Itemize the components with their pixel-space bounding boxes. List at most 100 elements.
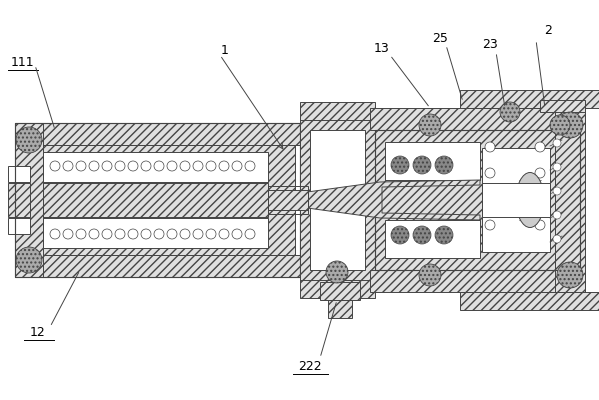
Bar [300, 118, 375, 282]
Bar [43, 152, 268, 182]
Bar [385, 220, 480, 258]
Text: 12: 12 [30, 326, 46, 338]
Circle shape [245, 161, 255, 171]
Circle shape [485, 168, 495, 178]
Bar [43, 218, 268, 248]
Circle shape [115, 161, 125, 171]
Bar [15, 123, 300, 145]
Circle shape [128, 161, 138, 171]
Bar [375, 130, 580, 270]
Text: 23: 23 [482, 38, 498, 52]
Bar [370, 270, 585, 292]
Circle shape [413, 226, 431, 244]
Polygon shape [300, 180, 480, 220]
Circle shape [553, 139, 561, 147]
Circle shape [500, 102, 520, 122]
Circle shape [76, 161, 86, 171]
Circle shape [102, 161, 112, 171]
Bar [8, 183, 30, 217]
Circle shape [167, 161, 177, 171]
Bar [482, 183, 550, 217]
Bar [375, 130, 580, 270]
Circle shape [206, 161, 216, 171]
Circle shape [553, 187, 561, 195]
Bar [310, 130, 365, 270]
Circle shape [180, 161, 190, 171]
Bar [30, 145, 295, 190]
Circle shape [485, 194, 495, 204]
Bar [460, 292, 599, 310]
Circle shape [141, 161, 151, 171]
Circle shape [76, 229, 86, 239]
Circle shape [391, 226, 409, 244]
Bar [8, 166, 30, 182]
Circle shape [232, 229, 242, 239]
Circle shape [391, 156, 409, 174]
Text: 13: 13 [374, 42, 390, 54]
Circle shape [154, 229, 164, 239]
Bar [482, 148, 550, 252]
Circle shape [89, 161, 99, 171]
Bar [555, 108, 585, 292]
Circle shape [553, 235, 561, 243]
Bar [320, 282, 360, 300]
Circle shape [535, 142, 545, 152]
Circle shape [16, 247, 42, 273]
Circle shape [419, 264, 441, 286]
Bar [8, 218, 30, 234]
Circle shape [413, 156, 431, 174]
Circle shape [219, 229, 229, 239]
Circle shape [154, 161, 164, 171]
Text: 2: 2 [544, 24, 552, 36]
Bar [370, 108, 585, 130]
Text: 222: 222 [298, 360, 322, 372]
Circle shape [245, 229, 255, 239]
Circle shape [485, 142, 495, 152]
Circle shape [535, 220, 545, 230]
Circle shape [63, 161, 73, 171]
Bar [540, 100, 585, 112]
Circle shape [193, 161, 203, 171]
Circle shape [50, 229, 60, 239]
Text: 111: 111 [10, 56, 34, 68]
Bar [385, 142, 480, 180]
Circle shape [89, 229, 99, 239]
Circle shape [232, 161, 242, 171]
Circle shape [141, 229, 151, 239]
Bar [15, 123, 300, 277]
Bar [15, 255, 300, 277]
Bar [268, 190, 308, 210]
Circle shape [435, 226, 453, 244]
Circle shape [50, 161, 60, 171]
Circle shape [550, 115, 570, 135]
Circle shape [557, 112, 583, 138]
Bar [300, 102, 375, 120]
Bar [268, 186, 308, 214]
Bar [300, 280, 375, 298]
Bar [30, 210, 295, 255]
Circle shape [419, 114, 441, 136]
Circle shape [435, 156, 453, 174]
Circle shape [326, 261, 348, 283]
Text: 1: 1 [221, 44, 229, 56]
Bar [43, 183, 268, 217]
Bar [460, 90, 599, 108]
Circle shape [219, 161, 229, 171]
Circle shape [115, 229, 125, 239]
Circle shape [553, 163, 561, 171]
Bar [15, 123, 43, 277]
Circle shape [206, 229, 216, 239]
Circle shape [535, 168, 545, 178]
Circle shape [193, 229, 203, 239]
Circle shape [180, 229, 190, 239]
Circle shape [128, 229, 138, 239]
Circle shape [485, 220, 495, 230]
Circle shape [167, 229, 177, 239]
Ellipse shape [516, 172, 544, 228]
Circle shape [16, 127, 42, 153]
Circle shape [63, 229, 73, 239]
Circle shape [535, 194, 545, 204]
Circle shape [102, 229, 112, 239]
Text: 25: 25 [432, 32, 448, 44]
Circle shape [553, 211, 561, 219]
